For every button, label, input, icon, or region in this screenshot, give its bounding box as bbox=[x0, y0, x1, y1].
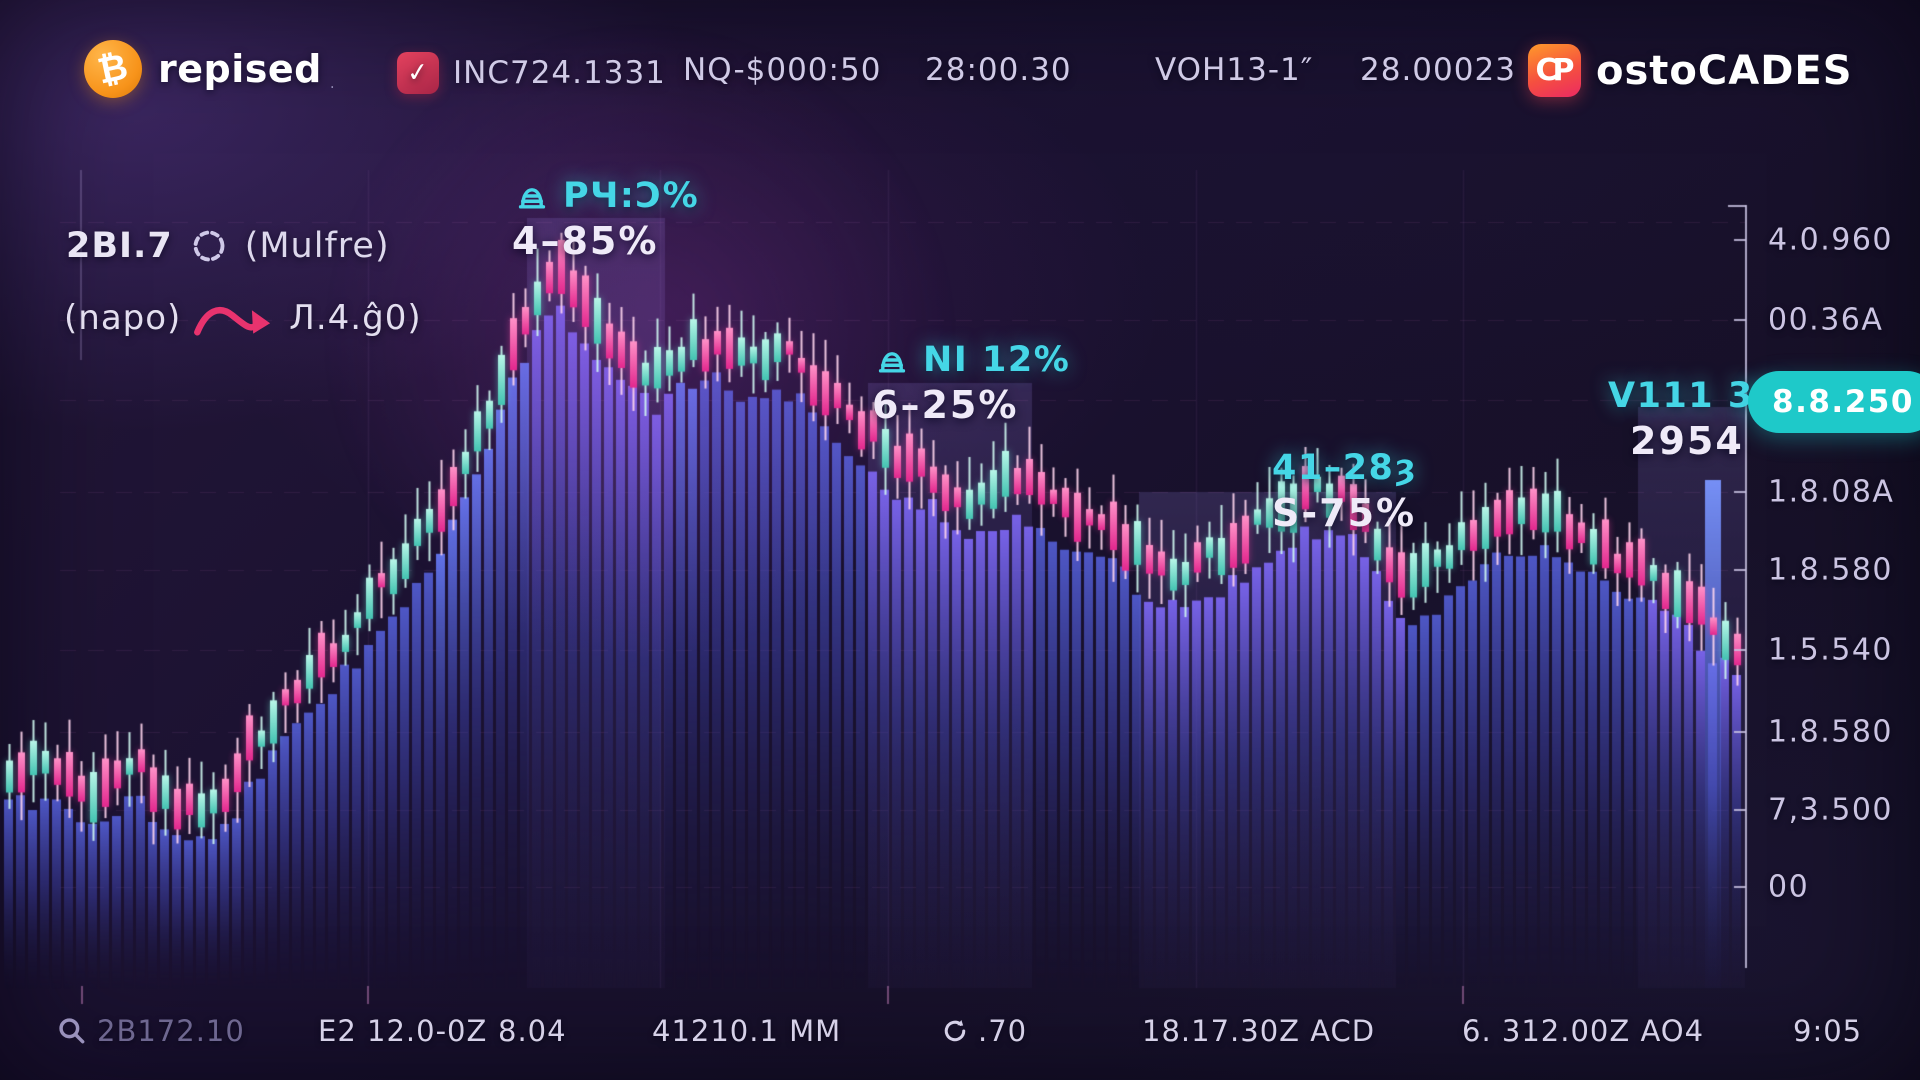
x-axis-label-text: .70 bbox=[978, 1014, 1028, 1048]
instrument-legend: 2BI.7 (Mulfre) bbox=[66, 226, 390, 266]
alert-icon bbox=[512, 179, 552, 213]
x-axis-label: 6. 312.00Z AO4 bbox=[1462, 1014, 1704, 1048]
refresh-icon bbox=[941, 1017, 969, 1045]
brand-right-name: ostoCADES bbox=[1596, 47, 1853, 94]
header-item-label: INC724.1331 bbox=[453, 55, 666, 91]
annotation: 41–28ȝ S-75% bbox=[1272, 448, 1417, 535]
x-axis-label: 9:05 bbox=[1793, 1014, 1862, 1048]
x-axis-label: 2B172.10 bbox=[56, 1014, 245, 1048]
x-axis-label: 18.17.30Z ACD bbox=[1142, 1014, 1375, 1048]
header-item-label: NQ-$000:50 bbox=[683, 52, 882, 88]
x-axis-label-text: E2 12.0-0Z bbox=[318, 1014, 488, 1048]
annotation-title: 41–28ȝ bbox=[1272, 448, 1418, 488]
squiggle-arrow-icon bbox=[193, 292, 277, 344]
x-axis-label-text: 2B172.10 bbox=[97, 1014, 245, 1048]
header-item: 28.00023 bbox=[1360, 52, 1516, 88]
header-item-label: 28.00023 bbox=[1360, 52, 1516, 88]
brand-left-suffix: . bbox=[329, 74, 335, 92]
cp-logo-glyph: CP bbox=[1535, 53, 1574, 88]
legend-tag: (Mulfre) bbox=[244, 226, 390, 266]
annotation-value: S-75% bbox=[1272, 491, 1417, 535]
y-axis-label: 7,3.500 bbox=[1768, 792, 1894, 828]
y-axis-label: 00 bbox=[1768, 869, 1810, 905]
price-badge: 8.8.250 bbox=[1748, 371, 1920, 433]
x-axis-label-text: 18.17.30Z ACD bbox=[1142, 1014, 1376, 1048]
annotation-title: PЧ:Ɔ% bbox=[563, 176, 700, 216]
x-axis-label-text: 9:05 bbox=[1793, 1014, 1863, 1048]
annotation-title: NI 12% bbox=[923, 340, 1071, 380]
header-item-label: 28:00.30 bbox=[925, 52, 1072, 88]
x-axis-label-text: 8.04 bbox=[498, 1014, 567, 1048]
x-axis-label: E2 12.0-0Z bbox=[318, 1014, 487, 1048]
spinner-icon bbox=[191, 228, 227, 264]
x-axis-label-text: 41210.1 MM bbox=[652, 1014, 842, 1048]
y-axis-label: 1.8.08A bbox=[1768, 474, 1895, 510]
brand-bitcoin: ₿ repised . bbox=[84, 40, 335, 98]
brand-left-name: repised bbox=[158, 47, 322, 91]
y-axis-label: 00.36A bbox=[1768, 302, 1884, 338]
annotation-value: 6–25% bbox=[872, 383, 1019, 427]
header-item-label: VOH13-1″ bbox=[1155, 52, 1314, 88]
bitcoin-glyph: ₿ bbox=[94, 46, 132, 93]
x-axis-label-text: 6. 312.00Z AO4 bbox=[1462, 1014, 1705, 1048]
annotation: PЧ:Ɔ% 4–85% bbox=[512, 176, 699, 263]
y-axis-label: 4.0.960 bbox=[1768, 222, 1894, 258]
legend-row2-right: Л.4.ĝ0) bbox=[289, 298, 422, 338]
header-item: 28:00.30 bbox=[925, 52, 1072, 88]
x-axis-label: 41210.1 MM bbox=[652, 1014, 841, 1048]
header-item: VOH13-1″ bbox=[1155, 52, 1313, 88]
legend-symbol: 2BI.7 bbox=[66, 226, 173, 266]
annotation-value: 2954 bbox=[1630, 419, 1744, 463]
y-axis-label: 1.8.580 bbox=[1768, 714, 1894, 750]
x-axis-label: .70 bbox=[941, 1014, 1027, 1048]
check-icon: ✓ bbox=[397, 52, 439, 94]
search-icon bbox=[56, 1015, 88, 1047]
legend-row2: (napo) Л.4.ĝ0) bbox=[64, 292, 422, 344]
annotation-value: 4–85% bbox=[512, 219, 659, 263]
x-axis-label: 8.04 bbox=[498, 1014, 567, 1048]
y-axis-label: 1.5.540 bbox=[1768, 632, 1894, 668]
brand-right: CP ostoCADES bbox=[1528, 44, 1853, 97]
y-axis-label: 1.8.580 bbox=[1768, 552, 1894, 588]
cp-logo-icon: CP bbox=[1528, 44, 1581, 97]
bitcoin-icon: ₿ bbox=[84, 40, 142, 98]
annotation: NI 12% 6–25% bbox=[872, 340, 1070, 427]
alert-icon bbox=[872, 343, 912, 377]
price-badge-text: 8.8.250 bbox=[1772, 384, 1914, 420]
legend-row2-left: (napo) bbox=[64, 298, 182, 338]
header-item: ✓ INC724.1331 bbox=[397, 52, 666, 94]
header-item: NQ-$000:50 bbox=[683, 52, 881, 88]
